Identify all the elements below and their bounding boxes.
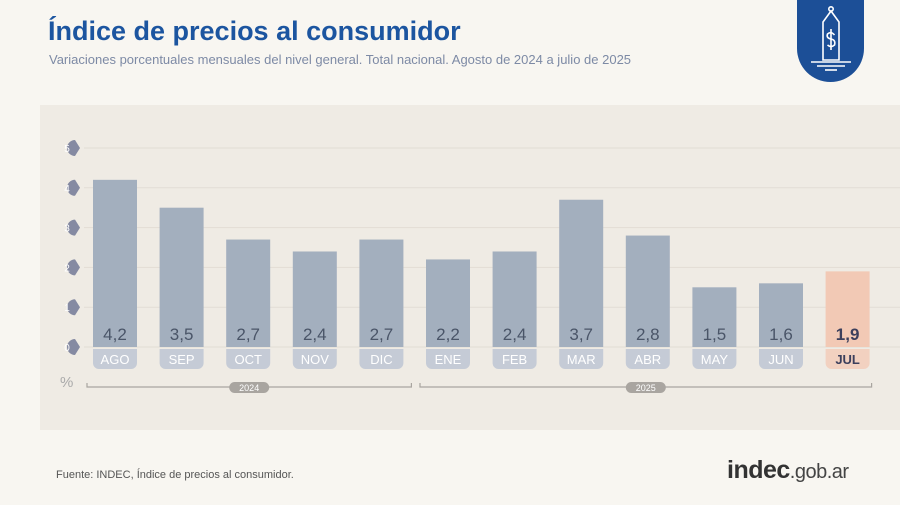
data-label: 2,4 <box>303 325 327 344</box>
data-label: 2,7 <box>370 325 394 344</box>
bar-dic <box>359 239 404 347</box>
bar-oct <box>226 239 271 347</box>
data-label: 2,7 <box>236 325 260 344</box>
source-note: Fuente: INDEC, Índice de precios al cons… <box>56 469 294 481</box>
data-label: 3,7 <box>569 325 593 344</box>
x-tick-label: ENE <box>435 352 462 367</box>
bar-jun <box>759 283 803 347</box>
year-label: 2025 <box>636 383 656 393</box>
data-label: 4,2 <box>103 325 127 344</box>
y-tick-label: 5 <box>64 144 70 155</box>
data-label: 1,5 <box>703 325 727 344</box>
month-pill <box>625 349 670 369</box>
year-label: 2024 <box>239 383 259 393</box>
y-tick-label: 1 <box>64 303 70 314</box>
y-tick-bubble <box>67 179 80 196</box>
y-tick-bubble <box>67 219 80 236</box>
bar-chart: 0 1 2 3 4 5% 4,2 AGO 3,5 SEP 2,7 OCT 2,4 NOV 2,7 DIC 2,2… <box>60 140 900 393</box>
bar-may <box>692 287 737 347</box>
bar-ene <box>426 259 470 347</box>
y-tick-bubble <box>67 339 80 355</box>
bar-jul <box>825 271 870 347</box>
y-tick-bubble <box>67 259 80 276</box>
y-tick-bubble <box>67 140 80 156</box>
bar-mar <box>559 199 604 347</box>
year-pill <box>625 382 666 393</box>
x-tick-label: MAY <box>701 352 729 367</box>
month-pill <box>359 349 404 369</box>
data-label: 2,4 <box>503 325 527 344</box>
bar-feb <box>492 251 537 347</box>
data-label: 1,9 <box>836 325 860 344</box>
x-tick-label: AGO <box>101 352 130 367</box>
bar-sep <box>159 207 204 347</box>
data-label: 2,2 <box>436 325 460 344</box>
year-pill <box>229 382 270 393</box>
logo-main: indec <box>727 456 790 484</box>
x-tick-label: OCT <box>234 352 262 367</box>
chart-panel: 0 1 2 3 4 5% 4,2 AGO 3,5 SEP 2,7 OCT 2,4 NOV 2,7 DIC 2,2… <box>40 105 900 430</box>
x-tick-label: SEP <box>169 352 195 367</box>
bar-abr <box>625 235 670 347</box>
y-tick-label: 2 <box>64 263 70 274</box>
month-pill <box>159 349 204 369</box>
x-tick-label: DIC <box>370 352 392 367</box>
y-tick-label: 4 <box>64 184 70 195</box>
page-subtitle: Variaciones porcentuales mensuales del n… <box>49 52 632 67</box>
month-pill <box>759 349 803 369</box>
x-tick-label: NOV <box>301 352 330 367</box>
y-tick-bubble <box>67 299 80 316</box>
x-tick-label: FEB <box>502 352 527 367</box>
x-tick-label: MAR <box>567 352 596 367</box>
month-pill <box>226 349 271 369</box>
indec-logo[interactable]: indec.gob.ar <box>727 456 849 485</box>
month-pill <box>559 349 604 369</box>
y-tick-label: 3 <box>64 224 70 235</box>
logo-suffix: .gob.ar <box>789 461 849 483</box>
month-pill <box>93 349 137 369</box>
x-tick-label: JUL <box>835 352 860 367</box>
x-tick-label: ABR <box>634 352 661 367</box>
month-pill <box>426 349 470 369</box>
page-title: Índice de precios al consumidor <box>48 16 461 46</box>
y-axis-label: % <box>60 374 73 391</box>
month-pill <box>825 349 870 369</box>
data-label: 2,8 <box>636 325 660 344</box>
month-pill <box>292 349 337 369</box>
month-pill <box>492 349 537 369</box>
y-tick-label: 0 <box>64 343 70 354</box>
bar-ago <box>93 179 137 347</box>
x-tick-label: JUN <box>768 352 793 367</box>
month-pill <box>692 349 737 369</box>
bar-nov <box>292 251 337 347</box>
price-tag-dollar-icon <box>797 0 864 82</box>
data-label: 3,5 <box>170 325 194 344</box>
data-label: 1,6 <box>769 325 793 344</box>
